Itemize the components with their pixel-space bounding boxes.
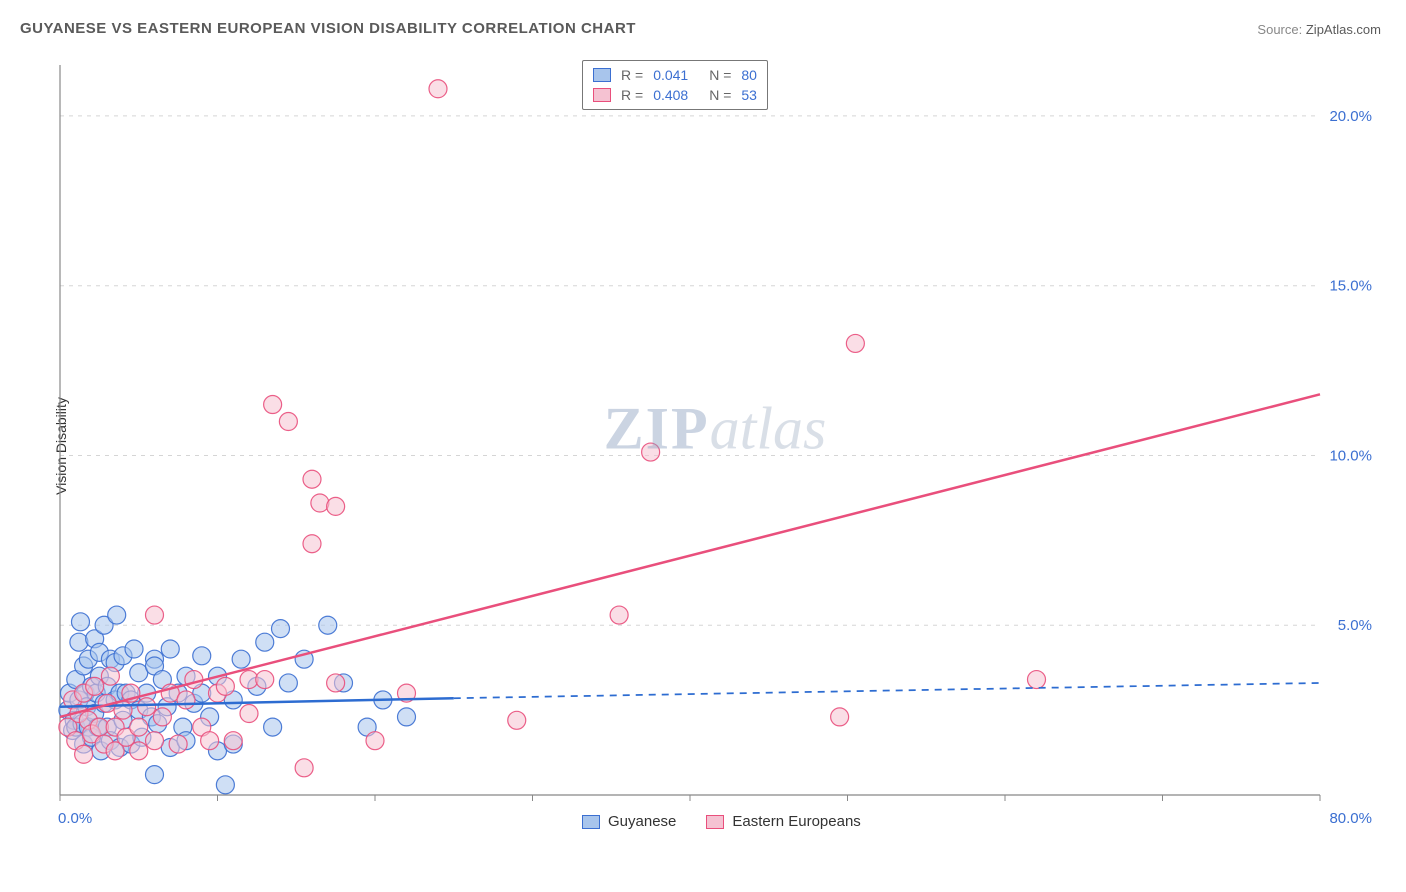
source-name: ZipAtlas.com xyxy=(1306,22,1381,37)
svg-text:20.0%: 20.0% xyxy=(1329,108,1372,125)
series-swatch-eastern_europeans xyxy=(706,815,724,829)
series-label-guyanese: Guyanese xyxy=(608,813,676,830)
n-label: N = xyxy=(709,87,731,103)
svg-text:5.0%: 5.0% xyxy=(1338,617,1372,634)
scatter-plot: 0.0% 5.0% 10.0% 15.0% 20.0% 80.0% xyxy=(50,55,1380,835)
series-swatch-guyanese xyxy=(582,815,600,829)
series-legend-item-eastern_europeans: Eastern Europeans xyxy=(706,813,860,830)
r-label: R = xyxy=(621,87,643,103)
chart-area: 0.0%5.0%10.0%15.0%20.0%80.0% ZIPatlas R … xyxy=(50,55,1380,835)
svg-text:10.0%: 10.0% xyxy=(1329,447,1372,464)
legend-row-guyanese: R = 0.041 N = 80 xyxy=(593,65,757,85)
legend-swatch-guyanese xyxy=(593,68,611,82)
series-legend-item-guyanese: Guyanese xyxy=(582,813,676,830)
n-value-guyanese: 80 xyxy=(741,67,757,83)
series-legend: Guyanese Eastern Europeans xyxy=(582,813,861,830)
r-value-guyanese: 0.041 xyxy=(653,67,699,83)
source-attribution: Source: ZipAtlas.com xyxy=(1257,22,1381,37)
source-label: Source: xyxy=(1257,22,1302,37)
legend-swatch-eastern_europeans xyxy=(593,88,611,102)
svg-text:15.0%: 15.0% xyxy=(1329,278,1372,295)
series-label-eastern_europeans: Eastern Europeans xyxy=(732,813,860,830)
r-label: R = xyxy=(621,67,643,83)
n-label: N = xyxy=(709,67,731,83)
n-value-eastern_europeans: 53 xyxy=(741,87,757,103)
r-value-eastern_europeans: 0.408 xyxy=(653,87,699,103)
chart-title: GUYANESE VS EASTERN EUROPEAN VISION DISA… xyxy=(20,20,636,37)
svg-text:0.0%: 0.0% xyxy=(58,810,92,827)
svg-text:80.0%: 80.0% xyxy=(1329,810,1372,827)
correlation-legend: R = 0.041 N = 80 R = 0.408 N = 53 xyxy=(582,60,768,110)
legend-row-eastern_europeans: R = 0.408 N = 53 xyxy=(593,85,757,105)
